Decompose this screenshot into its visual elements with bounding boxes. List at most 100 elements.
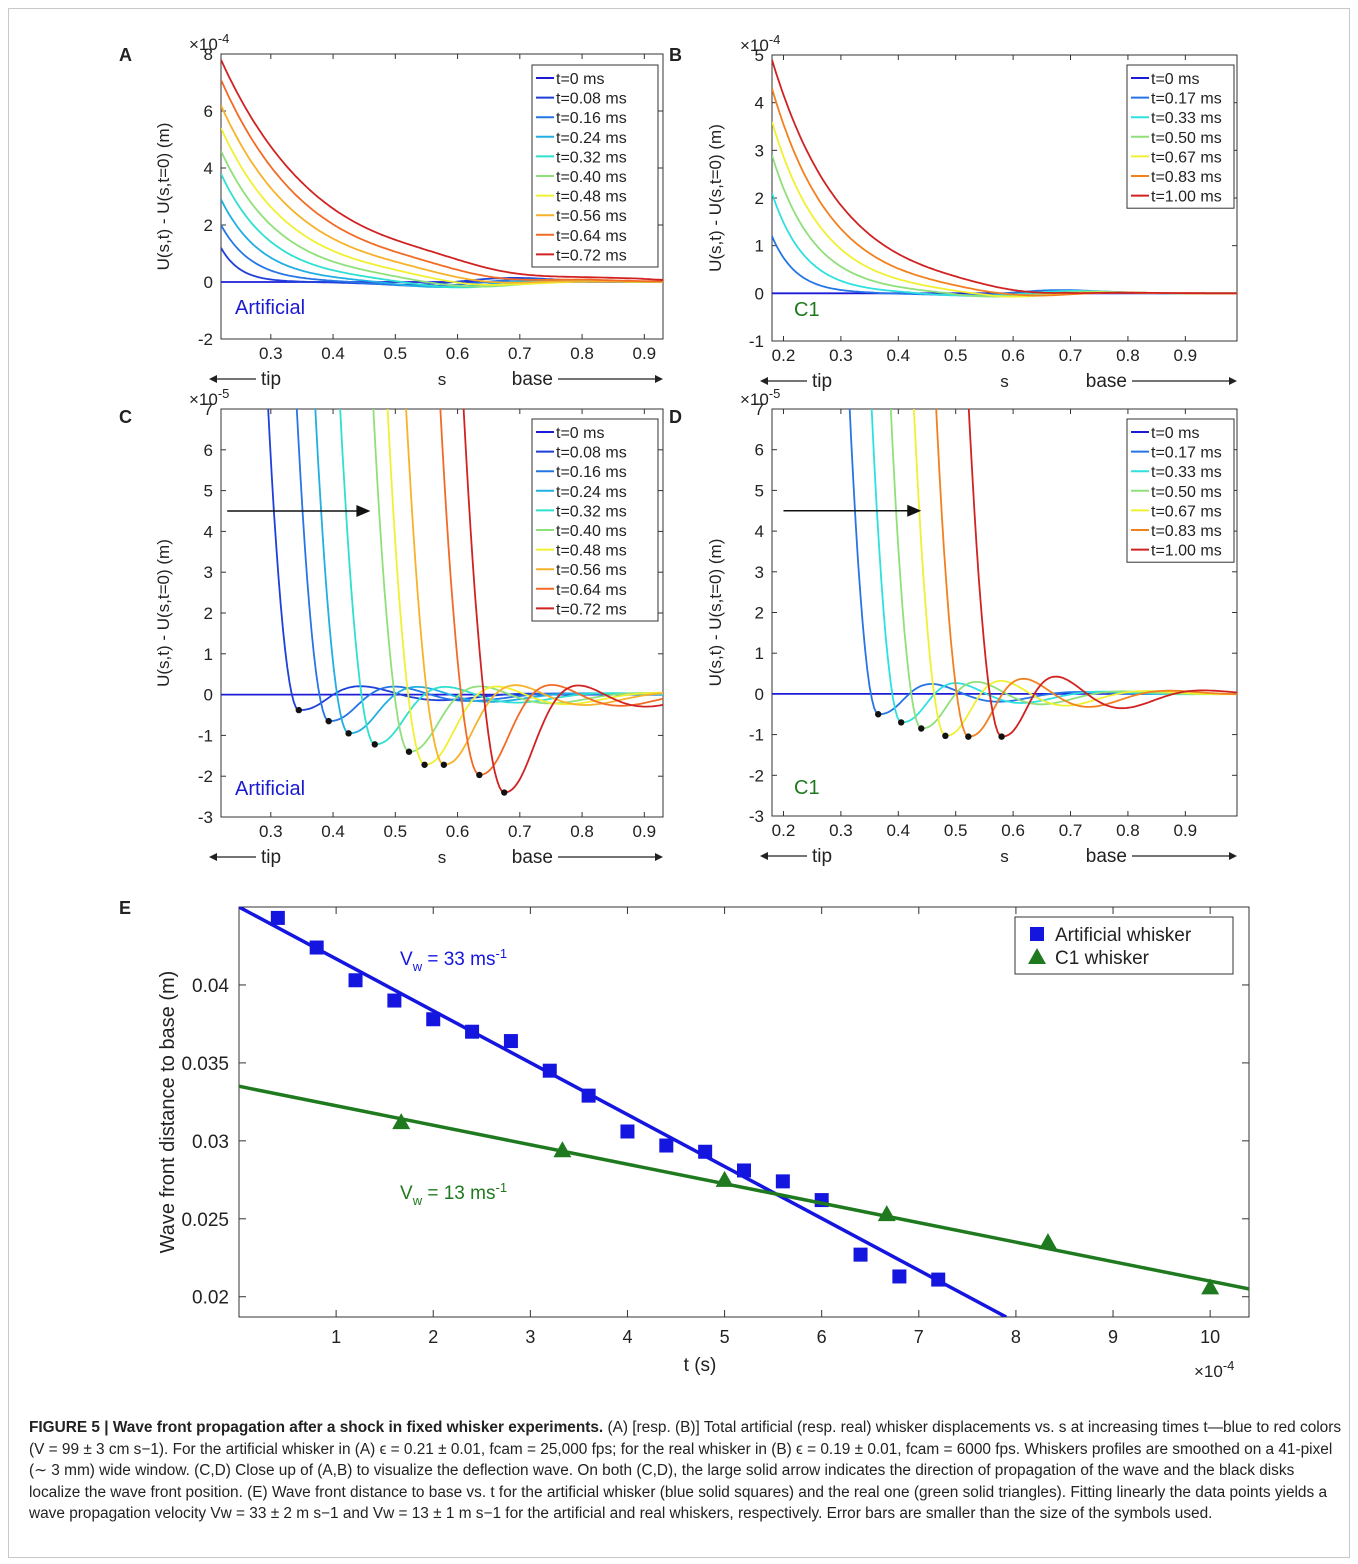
figure-frame: 0.3 0.4 0.5 0.6 0.7 0.8 0.9 -2 0 2 4 6 8 ×10-4 U(s,t) … <box>8 8 1350 1558</box>
legend-label: Artificial whisker <box>1055 925 1192 946</box>
legend-label: t=0.33 ms <box>1151 464 1222 481</box>
x-tick-label: 3 <box>525 1327 535 1347</box>
wave-front-dot <box>421 761 428 768</box>
data-point-square <box>387 993 402 1008</box>
tip-arrowhead <box>760 852 768 860</box>
x-tick-label: 8 <box>1011 1327 1021 1347</box>
axis-exponent: ×10-4 <box>189 31 229 54</box>
panel-E: 1 2 3 4 5 6 7 8 9 10 0.02 0.025 0.03 0.035 0.04 t (s) ×1… <box>119 898 1250 1381</box>
tip-label: tip <box>261 369 281 390</box>
series-line-t=0.17 ms <box>772 235 1237 297</box>
y-tick-label: 0.04 <box>192 976 229 997</box>
x-tick-label: 6 <box>817 1327 827 1347</box>
velocity-label: Vw = 33 ms-1 <box>400 946 507 974</box>
base-arrowhead <box>655 375 663 383</box>
series-line-t=0.56 ms <box>221 104 663 284</box>
panel-letter: B <box>669 45 682 65</box>
x-tick-label: 0.3 <box>259 344 283 363</box>
y-tick-label: 1 <box>755 644 764 663</box>
x-tick-label: 9 <box>1108 1327 1118 1347</box>
axis-exponent: ×10-5 <box>740 386 780 409</box>
y-tick-label: 6 <box>204 441 213 460</box>
legend-marker <box>1028 948 1046 964</box>
y-tick-label: -3 <box>198 808 213 827</box>
series-line-t=0.48 ms <box>386 409 663 766</box>
legend-label: t=0.83 ms <box>1151 169 1222 186</box>
tip-arrowhead <box>760 377 768 385</box>
legend-label: t=0 ms <box>556 71 604 88</box>
wave-front-dot <box>998 733 1005 740</box>
y-tick-label: -2 <box>749 766 764 785</box>
data-point-triangle <box>392 1113 411 1130</box>
x-tick-label: 0.7 <box>1059 821 1083 840</box>
y-tick-label: -2 <box>198 330 213 349</box>
y-tick-label: 5 <box>755 481 764 500</box>
x-tick-label: 7 <box>914 1327 924 1347</box>
x-tick-label: 0.2 <box>772 346 796 365</box>
legend-label: t=0.33 ms <box>1151 110 1222 127</box>
x-tick-label: 0.3 <box>259 822 283 841</box>
y-tick-label: 0 <box>204 273 213 292</box>
legend-label: t=0.50 ms <box>1151 484 1222 501</box>
series-line-t=0.72 ms <box>221 59 663 281</box>
y-tick-label: 2 <box>204 604 213 623</box>
velocity-label: Vw = 13 ms-1 <box>400 1180 507 1208</box>
axes-box <box>238 906 1250 1318</box>
x-tick-label: 0.9 <box>1174 346 1198 365</box>
base-arrowhead <box>1229 852 1237 860</box>
legend-box <box>531 64 659 268</box>
legend-label: t=0.40 ms <box>556 523 627 540</box>
y-tick-label: 0 <box>755 284 764 303</box>
base-label: base <box>512 369 553 390</box>
legend-label: t=0.16 ms <box>556 110 627 127</box>
legend-label: t=0.40 ms <box>556 169 627 186</box>
series-line-t=0.50 ms <box>889 409 1237 730</box>
tip-label: tip <box>812 846 832 867</box>
y-tick-label: 3 <box>755 141 764 160</box>
y-tick-label: 3 <box>204 563 213 582</box>
data-point-square <box>892 1269 907 1284</box>
y-tick-label: -1 <box>198 726 213 745</box>
x-axis-label: s <box>438 370 447 389</box>
series-line-t=0.64 ms <box>439 409 663 776</box>
wave-front-dot <box>897 719 905 726</box>
legend-box <box>1014 916 1234 975</box>
fit-line-C1 whisker <box>239 1084 1249 1291</box>
y-tick-label: -2 <box>198 767 213 786</box>
legend-box <box>531 418 659 622</box>
wave-front-dot <box>405 748 413 755</box>
x-tick-label: 2 <box>428 1327 438 1347</box>
legend-label: t=0.32 ms <box>556 149 627 166</box>
series-line-t=0.64 ms <box>221 79 663 283</box>
y-axis-label: U(s,t) - U(s,t=0) (m) <box>154 539 173 687</box>
wave-front-dot <box>476 771 483 779</box>
wave-front-dot <box>371 741 378 748</box>
y-tick-label: -3 <box>749 807 764 826</box>
base-arrowhead <box>655 853 663 861</box>
wave-front-dot <box>325 717 332 725</box>
legend-label: t=0 ms <box>1151 71 1199 88</box>
y-tick-label: 4 <box>755 522 764 541</box>
panel-annotation: C1 <box>794 299 820 321</box>
data-point-triangle <box>715 1170 734 1187</box>
legend-label: t=0.17 ms <box>1151 445 1222 462</box>
panel-letter: D <box>669 407 682 427</box>
curves <box>772 409 1237 738</box>
x-tick-label: 0.7 <box>1059 346 1083 365</box>
data-point-square <box>775 1174 790 1189</box>
series-line-t=1.00 ms <box>772 59 1237 295</box>
tip-arrowhead <box>209 375 217 383</box>
data-point-square <box>581 1088 596 1103</box>
legend-label: t=0.50 ms <box>1151 130 1222 147</box>
y-tick-label: -1 <box>749 726 764 745</box>
y-tick-label: 0.03 <box>192 1132 229 1153</box>
data-point-square <box>426 1012 441 1027</box>
y-axis-label: Wave front distance to base (m) <box>157 971 179 1254</box>
axis-exponent: ×10-4 <box>1194 1358 1234 1381</box>
x-tick-label: 10 <box>1200 1327 1220 1347</box>
x-tick-label: 0.8 <box>570 822 594 841</box>
legend-label: t=0.08 ms <box>556 91 627 108</box>
legend-label: t=0.64 ms <box>556 582 627 599</box>
data-point-square <box>698 1144 713 1159</box>
x-tick-label: 0.4 <box>886 821 910 840</box>
